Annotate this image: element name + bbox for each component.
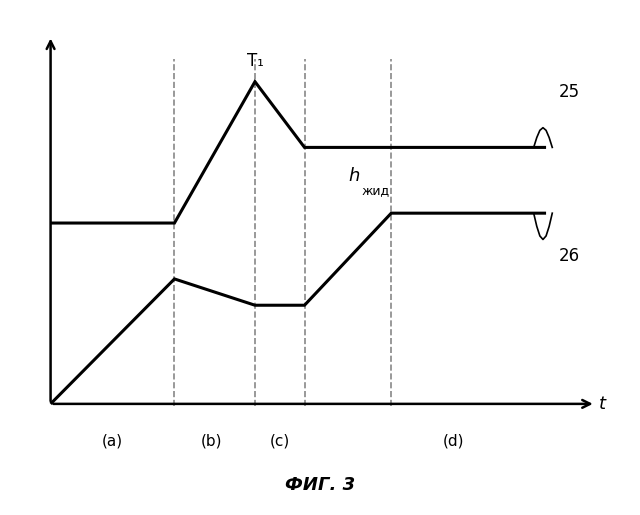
Text: (a): (a) (102, 434, 123, 449)
Text: (c): (c) (269, 434, 290, 449)
Text: ФИГ. 3: ФИГ. 3 (285, 476, 355, 494)
Text: жид: жид (362, 184, 390, 197)
Text: (b): (b) (201, 434, 222, 449)
Text: 25: 25 (559, 82, 580, 100)
Text: h: h (348, 167, 359, 185)
Text: (d): (d) (442, 434, 464, 449)
Text: T₁: T₁ (246, 52, 264, 70)
Text: 26: 26 (559, 247, 580, 265)
Text: t: t (598, 395, 605, 413)
